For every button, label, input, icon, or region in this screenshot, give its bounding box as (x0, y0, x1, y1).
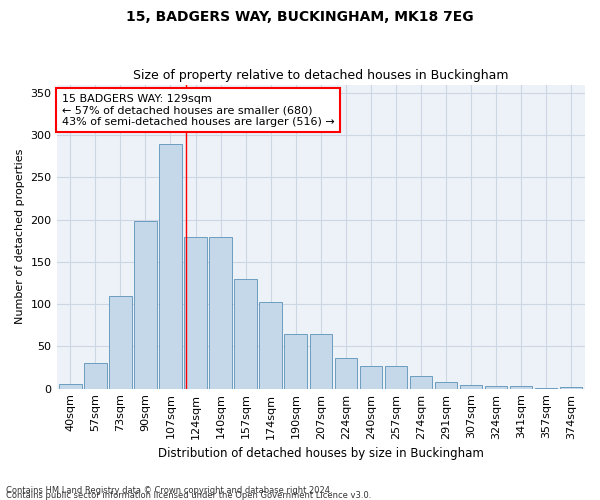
Bar (485, 386, 508, 388)
Bar (84, 364, 107, 388)
Bar (410, 376, 432, 388)
Bar (109, 296, 131, 388)
Text: 15 BADGERS WAY: 129sqm
← 57% of detached houses are smaller (680)
43% of semi-de: 15 BADGERS WAY: 129sqm ← 57% of detached… (62, 94, 335, 127)
X-axis label: Distribution of detached houses by size in Buckingham: Distribution of detached houses by size … (158, 447, 484, 460)
Bar (460, 386, 482, 388)
Bar (159, 144, 182, 388)
Bar (259, 302, 282, 388)
Bar (59, 384, 82, 388)
Bar (310, 334, 332, 388)
Bar (235, 279, 257, 388)
Bar (335, 358, 357, 388)
Y-axis label: Number of detached properties: Number of detached properties (15, 149, 25, 324)
Text: Contains HM Land Registry data © Crown copyright and database right 2024.: Contains HM Land Registry data © Crown c… (6, 486, 332, 495)
Bar (510, 386, 532, 388)
Bar (359, 366, 382, 388)
Text: 15, BADGERS WAY, BUCKINGHAM, MK18 7EG: 15, BADGERS WAY, BUCKINGHAM, MK18 7EG (126, 10, 474, 24)
Bar (184, 236, 207, 388)
Bar (560, 387, 583, 388)
Title: Size of property relative to detached houses in Buckingham: Size of property relative to detached ho… (133, 69, 509, 82)
Bar (134, 222, 157, 388)
Bar (385, 366, 407, 388)
Bar (209, 236, 232, 388)
Text: Contains public sector information licensed under the Open Government Licence v3: Contains public sector information licen… (6, 491, 371, 500)
Bar (435, 382, 457, 388)
Bar (284, 334, 307, 388)
